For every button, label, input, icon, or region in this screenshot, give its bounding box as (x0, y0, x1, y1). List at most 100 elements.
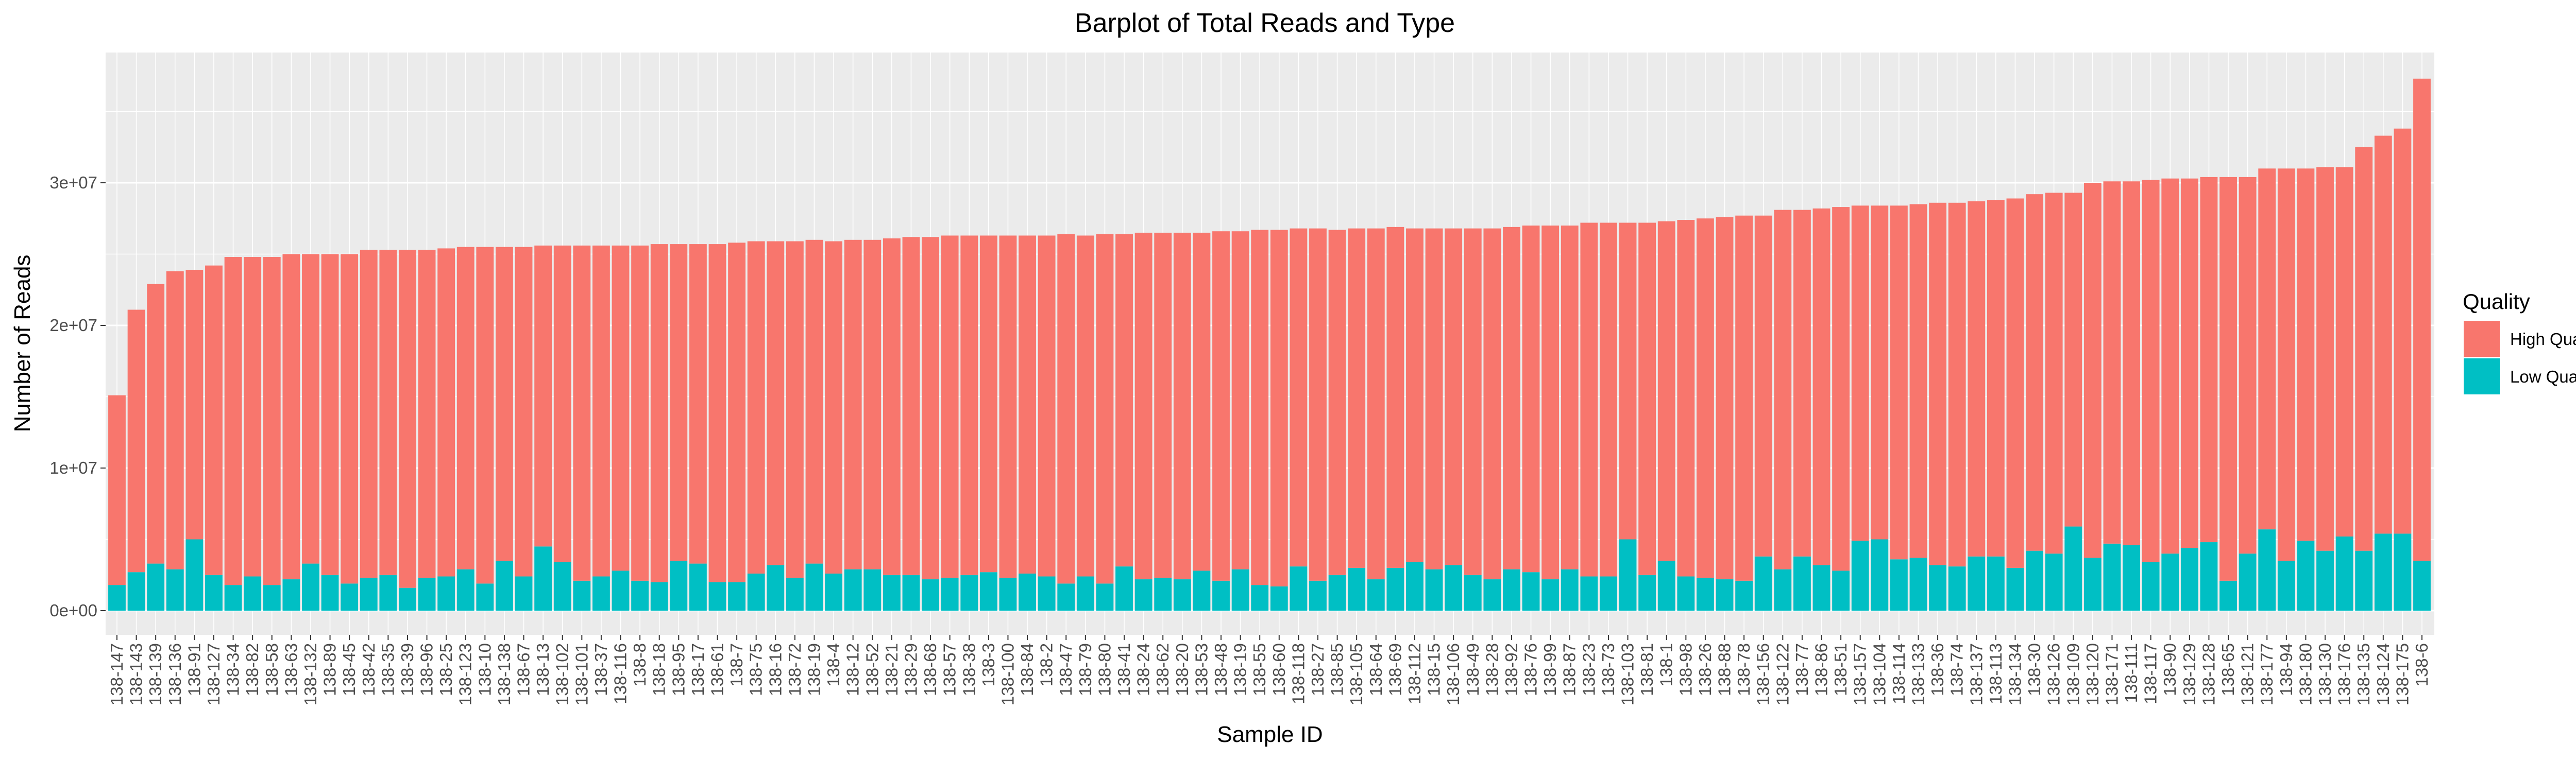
legend-key-low-quality (2464, 358, 2500, 394)
bar-low-quality (1386, 567, 1404, 611)
bar-high-quality (1890, 205, 1908, 560)
bar-low-quality (108, 585, 126, 611)
bar-low-quality (1270, 586, 1288, 611)
bar-low-quality (2083, 558, 2102, 611)
x-tick-label: 138-25 (436, 643, 455, 696)
bar-low-quality (863, 569, 882, 611)
x-tick-label: 138-92 (1502, 643, 1521, 696)
bar-high-quality (1541, 226, 1560, 580)
bar-high-quality (456, 247, 474, 569)
bar-low-quality (1038, 576, 1056, 611)
bar-low-quality (825, 573, 842, 611)
legend-title: Quality (2463, 289, 2530, 314)
bars (108, 78, 2431, 611)
bar-low-quality (1503, 569, 1520, 611)
bar-low-quality (2006, 567, 2024, 611)
bar-high-quality (573, 245, 591, 581)
x-tick-label: 138-180 (2296, 643, 2315, 705)
bar-high-quality (902, 237, 920, 575)
x-tick-label: 138-147 (107, 643, 126, 705)
x-tick-label: 138-49 (1463, 643, 1482, 696)
x-tick-label: 138-104 (1870, 643, 1889, 705)
bar-high-quality (1193, 232, 1211, 571)
bar-low-quality (979, 572, 997, 611)
bar-low-quality (1522, 572, 1540, 611)
x-tick-label: 138-105 (1347, 643, 1366, 705)
bar-high-quality (2161, 178, 2179, 554)
bar-high-quality (1406, 228, 1423, 562)
bar-high-quality (2006, 198, 2024, 568)
bar-high-quality (689, 244, 707, 564)
bar-high-quality (437, 248, 455, 577)
x-tick-label: 138-95 (669, 643, 688, 696)
bar-low-quality (689, 563, 707, 611)
bar-low-quality (2161, 554, 2179, 611)
bar-high-quality (631, 245, 649, 581)
x-tick-label: 138-13 (533, 643, 552, 696)
bar-high-quality (1057, 234, 1075, 584)
bar-high-quality (2335, 167, 2353, 537)
bar-high-quality (1231, 231, 1249, 569)
bar-low-quality (302, 563, 319, 611)
bar-high-quality (1561, 226, 1579, 569)
bar-high-quality (1483, 228, 1501, 580)
bar-low-quality (282, 579, 300, 611)
x-tick-label: 138-45 (340, 643, 359, 696)
bar-high-quality (1038, 235, 1056, 577)
bar-high-quality (1270, 230, 1288, 586)
x-axis: 138-147 138-143 138-139 138-136 138-91 138-12… (107, 635, 2431, 705)
bar-high-quality (708, 244, 726, 582)
bar-high-quality (399, 250, 416, 588)
bar-high-quality (1580, 222, 1598, 577)
bar-high-quality (2219, 177, 2237, 581)
bar-high-quality (185, 269, 204, 540)
bar-low-quality (999, 578, 1017, 611)
x-tick-label: 138-129 (2180, 643, 2199, 705)
bar-low-quality (902, 575, 920, 611)
bar-high-quality (205, 265, 223, 575)
x-tick-label: 138-113 (1986, 643, 2005, 704)
bar-low-quality (2200, 542, 2218, 611)
bar-low-quality (185, 539, 204, 611)
bar-high-quality (922, 237, 939, 580)
bar-high-quality (1657, 221, 1675, 561)
x-tick-label: 138-10 (475, 643, 494, 696)
x-tick-label: 138-102 (553, 643, 572, 705)
bar-low-quality (960, 575, 978, 611)
x-tick-label: 138-24 (1134, 643, 1153, 696)
bar-high-quality (263, 257, 281, 585)
bar-high-quality (1173, 232, 1191, 580)
x-tick-label: 138-60 (1269, 643, 1289, 696)
bar-high-quality (2277, 168, 2295, 561)
bar-low-quality (2277, 561, 2295, 611)
y-tick-label: 0e+00 (49, 601, 97, 620)
x-tick-label: 138-67 (514, 643, 533, 696)
bar-low-quality (1541, 579, 1560, 611)
bar-high-quality (786, 241, 804, 578)
x-tick-label: 138-114 (1889, 643, 1908, 704)
bar-low-quality (1851, 541, 1869, 611)
bar-high-quality (1445, 228, 1463, 565)
bar-low-quality (1406, 562, 1423, 611)
x-tick-label: 138-18 (650, 643, 669, 696)
bar-low-quality (767, 565, 785, 611)
bar-high-quality (1522, 226, 1540, 573)
x-tick-label: 138-27 (1308, 643, 1327, 696)
x-tick-label: 138-116 (611, 643, 630, 704)
bar-low-quality (2413, 561, 2431, 611)
x-tick-label: 138-143 (127, 643, 146, 705)
bar-low-quality (2335, 536, 2353, 611)
x-tick-label: 138-73 (1599, 643, 1618, 696)
bar-low-quality (534, 546, 552, 611)
x-tick-label: 138-21 (882, 643, 901, 696)
bar-high-quality (1851, 205, 1869, 541)
bar-high-quality (1425, 228, 1443, 569)
bar-low-quality (1173, 579, 1191, 611)
bar-high-quality (1735, 215, 1753, 581)
bar-low-quality (612, 570, 630, 611)
x-tick-label: 138-7 (727, 643, 746, 686)
bar-low-quality (1871, 539, 1889, 611)
legend-label-low-quality: Low Quality (2510, 367, 2576, 386)
bar-low-quality (747, 573, 765, 611)
x-tick-label: 138-2 (1037, 643, 1056, 686)
